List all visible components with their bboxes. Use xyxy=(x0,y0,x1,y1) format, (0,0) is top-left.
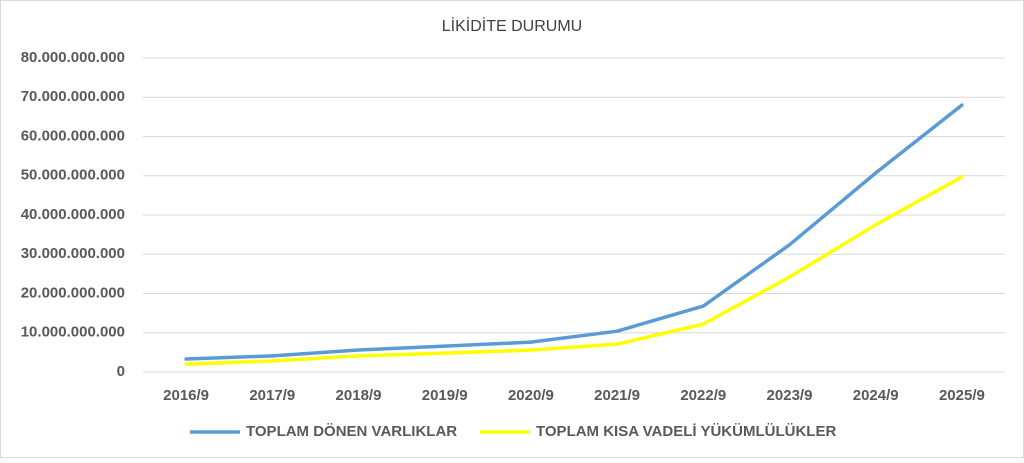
x-tick-label: 2021/9 xyxy=(594,387,640,404)
legend-label: TOPLAM KISA VADELİ YÜKÜMLÜLÜKLER xyxy=(536,423,836,440)
y-tick-label: 80.000.000.000 xyxy=(21,49,125,66)
x-tick-label: 2025/9 xyxy=(939,387,985,404)
y-tick-label: 40.000.000.000 xyxy=(21,206,125,223)
legend-label: TOPLAM DÖNEN VARLIKLAR xyxy=(246,423,457,440)
y-tick-label: 60.000.000.000 xyxy=(21,127,125,144)
x-tick-label: 2016/9 xyxy=(163,387,209,404)
x-tick-label: 2023/9 xyxy=(767,387,813,404)
series-line xyxy=(184,175,964,366)
x-tick-label: 2017/9 xyxy=(249,387,295,404)
y-tick-label: 0 xyxy=(117,363,125,380)
x-tick-label: 2018/9 xyxy=(336,387,382,404)
y-tick-label: 10.000.000.000 xyxy=(21,324,125,341)
x-tick-label: 2022/9 xyxy=(680,387,726,404)
y-tick-label: 70.000.000.000 xyxy=(21,88,125,105)
chart-title: LİKİDİTE DURUMU xyxy=(442,16,582,35)
y-tick-label: 20.000.000.000 xyxy=(21,284,125,301)
y-tick-label: 50.000.000.000 xyxy=(21,167,125,184)
series-line xyxy=(184,103,964,361)
y-tick-label: 30.000.000.000 xyxy=(21,245,125,262)
x-tick-label: 2020/9 xyxy=(508,387,554,404)
x-tick-label: 2019/9 xyxy=(422,387,468,404)
x-tick-label: 2024/9 xyxy=(853,387,899,404)
